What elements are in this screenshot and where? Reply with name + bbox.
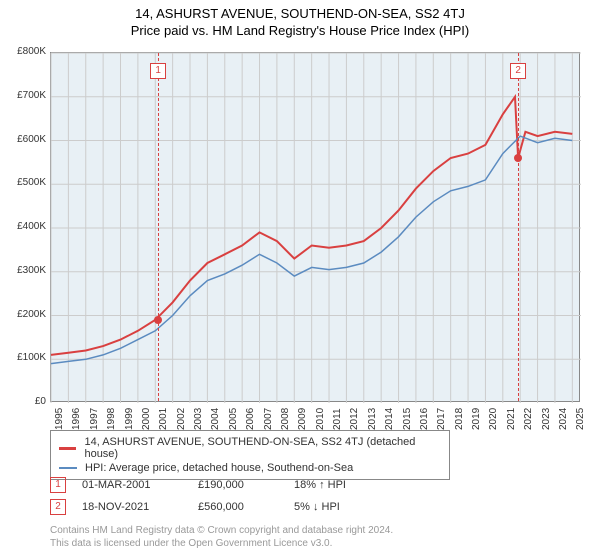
legend-label: HPI: Average price, detached house, Sout…: [85, 462, 353, 474]
table-row: 1 01-MAR-2001 £190,000 18% ↑ HPI: [50, 474, 414, 496]
x-tick-label: 2017: [436, 408, 447, 430]
legend-item: 14, ASHURST AVENUE, SOUTHEND-ON-SEA, SS2…: [59, 435, 441, 461]
x-tick-label: 2003: [193, 408, 204, 430]
marker-dot: [154, 316, 162, 324]
x-tick-label: 2004: [210, 408, 221, 430]
y-tick-label: £300K: [4, 265, 46, 276]
x-tick-label: 1998: [106, 408, 117, 430]
txn-price: £560,000: [198, 501, 278, 513]
x-tick-label: 2008: [280, 408, 291, 430]
marker-line: [518, 53, 519, 401]
x-tick-label: 1995: [54, 408, 65, 430]
table-row: 2 18-NOV-2021 £560,000 5% ↓ HPI: [50, 496, 414, 518]
x-tick-label: 2023: [541, 408, 552, 430]
legend-label: 14, ASHURST AVENUE, SOUTHEND-ON-SEA, SS2…: [84, 436, 441, 460]
x-tick-label: 2012: [349, 408, 360, 430]
attribution: Contains HM Land Registry data © Crown c…: [50, 524, 393, 550]
x-tick-label: 2000: [141, 408, 152, 430]
marker-number-box: 1: [50, 477, 66, 493]
x-tick-label: 1999: [124, 408, 135, 430]
attribution-line: This data is licensed under the Open Gov…: [50, 537, 393, 550]
txn-delta: 5% ↓ HPI: [294, 501, 414, 513]
series-svg: [51, 53, 579, 401]
y-tick-label: £100K: [4, 352, 46, 363]
x-tick-label: 2007: [263, 408, 274, 430]
y-tick-label: £700K: [4, 90, 46, 101]
x-tick-label: 2025: [575, 408, 586, 430]
x-tick-label: 2016: [419, 408, 430, 430]
marker-dot: [514, 154, 522, 162]
series-hpi: [51, 136, 572, 364]
y-tick-label: £400K: [4, 221, 46, 232]
legend: 14, ASHURST AVENUE, SOUTHEND-ON-SEA, SS2…: [50, 430, 450, 480]
x-tick-label: 2019: [471, 408, 482, 430]
marker-line: [158, 53, 159, 401]
x-tick-label: 1996: [71, 408, 82, 430]
x-tick-label: 2011: [332, 408, 343, 430]
txn-delta: 18% ↑ HPI: [294, 479, 414, 491]
x-tick-label: 2006: [245, 408, 256, 430]
x-tick-label: 2002: [176, 408, 187, 430]
x-tick-label: 2009: [297, 408, 308, 430]
x-tick-label: 2024: [558, 408, 569, 430]
y-tick-label: £500K: [4, 177, 46, 188]
marker-number-box: 1: [150, 63, 166, 79]
attribution-line: Contains HM Land Registry data © Crown c…: [50, 524, 393, 537]
x-tick-label: 2015: [402, 408, 413, 430]
x-tick-label: 2022: [523, 408, 534, 430]
series-property: [51, 97, 572, 355]
y-tick-label: £200K: [4, 309, 46, 320]
transactions-table: 1 01-MAR-2001 £190,000 18% ↑ HPI 2 18-NO…: [50, 474, 414, 518]
x-tick-label: 2005: [228, 408, 239, 430]
marker-number-box: 2: [510, 63, 526, 79]
x-tick-label: 2018: [454, 408, 465, 430]
chart-title: 14, ASHURST AVENUE, SOUTHEND-ON-SEA, SS2…: [0, 0, 600, 21]
marker-number-box: 2: [50, 499, 66, 515]
legend-swatch: [59, 467, 77, 469]
x-tick-label: 2001: [158, 408, 169, 430]
chart-subtitle: Price paid vs. HM Land Registry's House …: [0, 21, 600, 42]
x-tick-label: 2020: [488, 408, 499, 430]
legend-swatch: [59, 447, 76, 450]
plot-area: 12: [50, 52, 580, 402]
y-tick-label: £0: [4, 396, 46, 407]
txn-date: 18-NOV-2021: [82, 501, 182, 513]
y-tick-label: £800K: [4, 46, 46, 57]
txn-price: £190,000: [198, 479, 278, 491]
x-tick-label: 1997: [89, 408, 100, 430]
y-tick-label: £600K: [4, 134, 46, 145]
x-tick-label: 2014: [384, 408, 395, 430]
x-tick-label: 2010: [315, 408, 326, 430]
x-tick-label: 2013: [367, 408, 378, 430]
x-tick-label: 2021: [506, 408, 517, 430]
legend-item: HPI: Average price, detached house, Sout…: [59, 461, 441, 475]
txn-date: 01-MAR-2001: [82, 479, 182, 491]
